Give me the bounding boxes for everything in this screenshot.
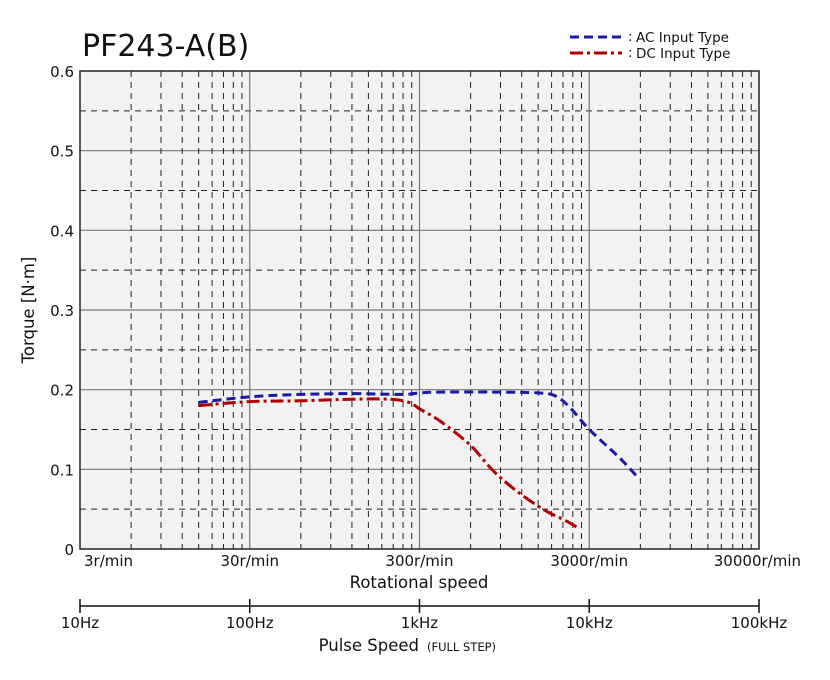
- secondary-axis-label: Pulse Speed: [319, 636, 419, 655]
- legend-colon-dc: :: [628, 46, 632, 61]
- secondary-axis-note: (FULL STEP): [427, 640, 496, 654]
- series-line-ac: [198, 390, 641, 480]
- y-tick-label: 0.3: [50, 302, 74, 320]
- legend-colon-ac: :: [628, 30, 632, 45]
- x-tick-label: 30000r/min: [714, 552, 801, 570]
- secondary-tick-label: 1kHz: [401, 614, 439, 632]
- series-line-dc: [198, 397, 580, 530]
- legend-label-ac: AC Input Type: [636, 30, 729, 46]
- secondary-tick-label: 100kHz: [731, 614, 788, 632]
- x-axis-label: Rotational speed: [350, 573, 489, 592]
- y-tick-label: 0.2: [50, 382, 74, 400]
- y-axis-label: Torque [N·m]: [19, 257, 38, 365]
- secondary-axis: 10Hz 100Hz 1kHz 10kHz 100kHz: [61, 599, 787, 632]
- y-tick-label: 0: [64, 541, 74, 559]
- legend-label-dc: DC Input Type: [636, 46, 730, 62]
- x-tick-label: 3r/min: [84, 552, 133, 570]
- secondary-tick-label: 10kHz: [566, 614, 613, 632]
- y-tick-label: 0.4: [50, 222, 74, 240]
- x-tick-label: 3000r/min: [550, 552, 628, 570]
- y-tick-label: 0.6: [50, 63, 74, 81]
- secondary-tick-label: 10Hz: [61, 614, 99, 632]
- series-group: [198, 390, 641, 530]
- secondary-tick-label: 100Hz: [226, 614, 274, 632]
- plot-frame: [79, 70, 760, 550]
- x-axis-ticks: 3r/min 30r/min 300r/min 3000r/min 30000r/min: [84, 552, 801, 570]
- x-tick-label: 30r/min: [220, 552, 279, 570]
- x-tick-label: 300r/min: [385, 552, 453, 570]
- chart-title: PF243-A(B): [82, 29, 249, 64]
- y-axis-ticks: 0 0.1 0.2 0.3 0.4 0.5 0.6: [50, 63, 74, 559]
- y-tick-label: 0.1: [50, 461, 74, 479]
- legend: : AC Input Type : DC Input Type: [570, 30, 730, 62]
- grid: [80, 71, 759, 549]
- y-tick-label: 0.5: [50, 143, 74, 161]
